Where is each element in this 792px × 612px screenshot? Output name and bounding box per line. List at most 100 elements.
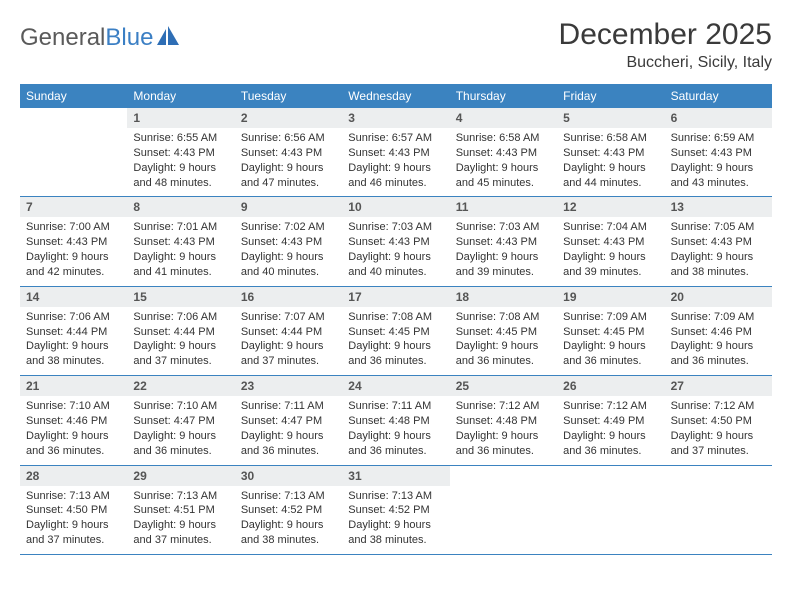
day-body: [450, 472, 557, 526]
day-cell: 7Sunrise: 7:00 AMSunset: 4:43 PMDaylight…: [20, 197, 127, 285]
day-body: Sunrise: 6:58 AMSunset: 4:43 PMDaylight:…: [450, 128, 557, 196]
day-body: Sunrise: 6:56 AMSunset: 4:43 PMDaylight:…: [235, 128, 342, 196]
day-cell: 1Sunrise: 6:55 AMSunset: 4:43 PMDaylight…: [127, 108, 234, 196]
dow-cell: Tuesday: [235, 84, 342, 108]
day-cell: [557, 466, 664, 554]
week-row: 7Sunrise: 7:00 AMSunset: 4:43 PMDaylight…: [20, 197, 772, 286]
day-body: Sunrise: 7:04 AMSunset: 4:43 PMDaylight:…: [557, 217, 664, 285]
day-body: Sunrise: 7:10 AMSunset: 4:47 PMDaylight:…: [127, 396, 234, 464]
day-cell: 20Sunrise: 7:09 AMSunset: 4:46 PMDayligh…: [665, 287, 772, 375]
day-body: Sunrise: 7:09 AMSunset: 4:46 PMDaylight:…: [665, 307, 772, 375]
day-cell: 29Sunrise: 7:13 AMSunset: 4:51 PMDayligh…: [127, 466, 234, 554]
day-body: Sunrise: 7:10 AMSunset: 4:46 PMDaylight:…: [20, 396, 127, 464]
day-cell: 21Sunrise: 7:10 AMSunset: 4:46 PMDayligh…: [20, 376, 127, 464]
day-number: 16: [235, 287, 342, 307]
day-body: Sunrise: 6:59 AMSunset: 4:43 PMDaylight:…: [665, 128, 772, 196]
day-number: 14: [20, 287, 127, 307]
day-body: Sunrise: 7:06 AMSunset: 4:44 PMDaylight:…: [20, 307, 127, 375]
day-number: 31: [342, 466, 449, 486]
day-cell: [665, 466, 772, 554]
day-body: Sunrise: 7:08 AMSunset: 4:45 PMDaylight:…: [342, 307, 449, 375]
calendar: SundayMondayTuesdayWednesdayThursdayFrid…: [20, 84, 772, 555]
day-number: 25: [450, 376, 557, 396]
week-row: 28Sunrise: 7:13 AMSunset: 4:50 PMDayligh…: [20, 466, 772, 555]
day-body: Sunrise: 7:03 AMSunset: 4:43 PMDaylight:…: [450, 217, 557, 285]
day-cell: 31Sunrise: 7:13 AMSunset: 4:52 PMDayligh…: [342, 466, 449, 554]
day-body: Sunrise: 6:55 AMSunset: 4:43 PMDaylight:…: [127, 128, 234, 196]
day-cell: 12Sunrise: 7:04 AMSunset: 4:43 PMDayligh…: [557, 197, 664, 285]
day-body: Sunrise: 7:01 AMSunset: 4:43 PMDaylight:…: [127, 217, 234, 285]
logo: GeneralBlue: [20, 24, 181, 52]
day-number: 3: [342, 108, 449, 128]
logo-text-blue: Blue: [105, 24, 153, 51]
day-cell: 3Sunrise: 6:57 AMSunset: 4:43 PMDaylight…: [342, 108, 449, 196]
day-cell: 18Sunrise: 7:08 AMSunset: 4:45 PMDayligh…: [450, 287, 557, 375]
day-number: 12: [557, 197, 664, 217]
day-body: Sunrise: 6:57 AMSunset: 4:43 PMDaylight:…: [342, 128, 449, 196]
day-body: Sunrise: 6:58 AMSunset: 4:43 PMDaylight:…: [557, 128, 664, 196]
day-number: 11: [450, 197, 557, 217]
day-body: Sunrise: 7:02 AMSunset: 4:43 PMDaylight:…: [235, 217, 342, 285]
day-body: Sunrise: 7:09 AMSunset: 4:45 PMDaylight:…: [557, 307, 664, 375]
day-number: 9: [235, 197, 342, 217]
day-number: 26: [557, 376, 664, 396]
day-cell: 8Sunrise: 7:01 AMSunset: 4:43 PMDaylight…: [127, 197, 234, 285]
day-cell: 24Sunrise: 7:11 AMSunset: 4:48 PMDayligh…: [342, 376, 449, 464]
day-cell: 5Sunrise: 6:58 AMSunset: 4:43 PMDaylight…: [557, 108, 664, 196]
day-number: 5: [557, 108, 664, 128]
logo-sails-icon: [155, 25, 181, 52]
day-number: 4: [450, 108, 557, 128]
day-body: [557, 472, 664, 526]
day-cell: 16Sunrise: 7:07 AMSunset: 4:44 PMDayligh…: [235, 287, 342, 375]
day-number: 17: [342, 287, 449, 307]
day-number: 21: [20, 376, 127, 396]
day-number: 22: [127, 376, 234, 396]
day-cell: 26Sunrise: 7:12 AMSunset: 4:49 PMDayligh…: [557, 376, 664, 464]
day-body: Sunrise: 7:03 AMSunset: 4:43 PMDaylight:…: [342, 217, 449, 285]
dow-cell: Saturday: [665, 84, 772, 108]
day-cell: 15Sunrise: 7:06 AMSunset: 4:44 PMDayligh…: [127, 287, 234, 375]
week-row: 21Sunrise: 7:10 AMSunset: 4:46 PMDayligh…: [20, 376, 772, 465]
day-body: Sunrise: 7:06 AMSunset: 4:44 PMDaylight:…: [127, 307, 234, 375]
day-cell: 19Sunrise: 7:09 AMSunset: 4:45 PMDayligh…: [557, 287, 664, 375]
day-number: 18: [450, 287, 557, 307]
day-cell: 14Sunrise: 7:06 AMSunset: 4:44 PMDayligh…: [20, 287, 127, 375]
day-cell: 23Sunrise: 7:11 AMSunset: 4:47 PMDayligh…: [235, 376, 342, 464]
day-body: Sunrise: 7:13 AMSunset: 4:51 PMDaylight:…: [127, 486, 234, 554]
day-body: Sunrise: 7:08 AMSunset: 4:45 PMDaylight:…: [450, 307, 557, 375]
day-cell: 28Sunrise: 7:13 AMSunset: 4:50 PMDayligh…: [20, 466, 127, 554]
day-body: [20, 114, 127, 168]
dow-cell: Thursday: [450, 84, 557, 108]
logo-text-gray: General: [20, 24, 105, 51]
day-cell: 4Sunrise: 6:58 AMSunset: 4:43 PMDaylight…: [450, 108, 557, 196]
day-number: 24: [342, 376, 449, 396]
day-cell: 30Sunrise: 7:13 AMSunset: 4:52 PMDayligh…: [235, 466, 342, 554]
day-body: [665, 472, 772, 526]
dow-cell: Wednesday: [342, 84, 449, 108]
day-cell: 17Sunrise: 7:08 AMSunset: 4:45 PMDayligh…: [342, 287, 449, 375]
day-body: Sunrise: 7:00 AMSunset: 4:43 PMDaylight:…: [20, 217, 127, 285]
day-cell: 11Sunrise: 7:03 AMSunset: 4:43 PMDayligh…: [450, 197, 557, 285]
day-number: 2: [235, 108, 342, 128]
day-number: 8: [127, 197, 234, 217]
day-body: Sunrise: 7:11 AMSunset: 4:47 PMDaylight:…: [235, 396, 342, 464]
weeks-container: 1Sunrise: 6:55 AMSunset: 4:43 PMDaylight…: [20, 108, 772, 555]
day-cell: [20, 108, 127, 196]
day-cell: 2Sunrise: 6:56 AMSunset: 4:43 PMDaylight…: [235, 108, 342, 196]
day-number: 27: [665, 376, 772, 396]
day-body: Sunrise: 7:07 AMSunset: 4:44 PMDaylight:…: [235, 307, 342, 375]
day-cell: [450, 466, 557, 554]
day-cell: 10Sunrise: 7:03 AMSunset: 4:43 PMDayligh…: [342, 197, 449, 285]
day-body: Sunrise: 7:12 AMSunset: 4:50 PMDaylight:…: [665, 396, 772, 464]
day-number: 30: [235, 466, 342, 486]
dow-cell: Friday: [557, 84, 664, 108]
week-row: 1Sunrise: 6:55 AMSunset: 4:43 PMDaylight…: [20, 108, 772, 197]
title-block: December 2025 Buccheri, Sicily, Italy: [559, 18, 772, 72]
day-cell: 13Sunrise: 7:05 AMSunset: 4:43 PMDayligh…: [665, 197, 772, 285]
day-number: 7: [20, 197, 127, 217]
page-title: December 2025: [559, 18, 772, 52]
week-row: 14Sunrise: 7:06 AMSunset: 4:44 PMDayligh…: [20, 287, 772, 376]
day-number: 6: [665, 108, 772, 128]
header: GeneralBlue December 2025 Buccheri, Sici…: [20, 18, 772, 72]
logo-text: GeneralBlue: [20, 24, 153, 52]
